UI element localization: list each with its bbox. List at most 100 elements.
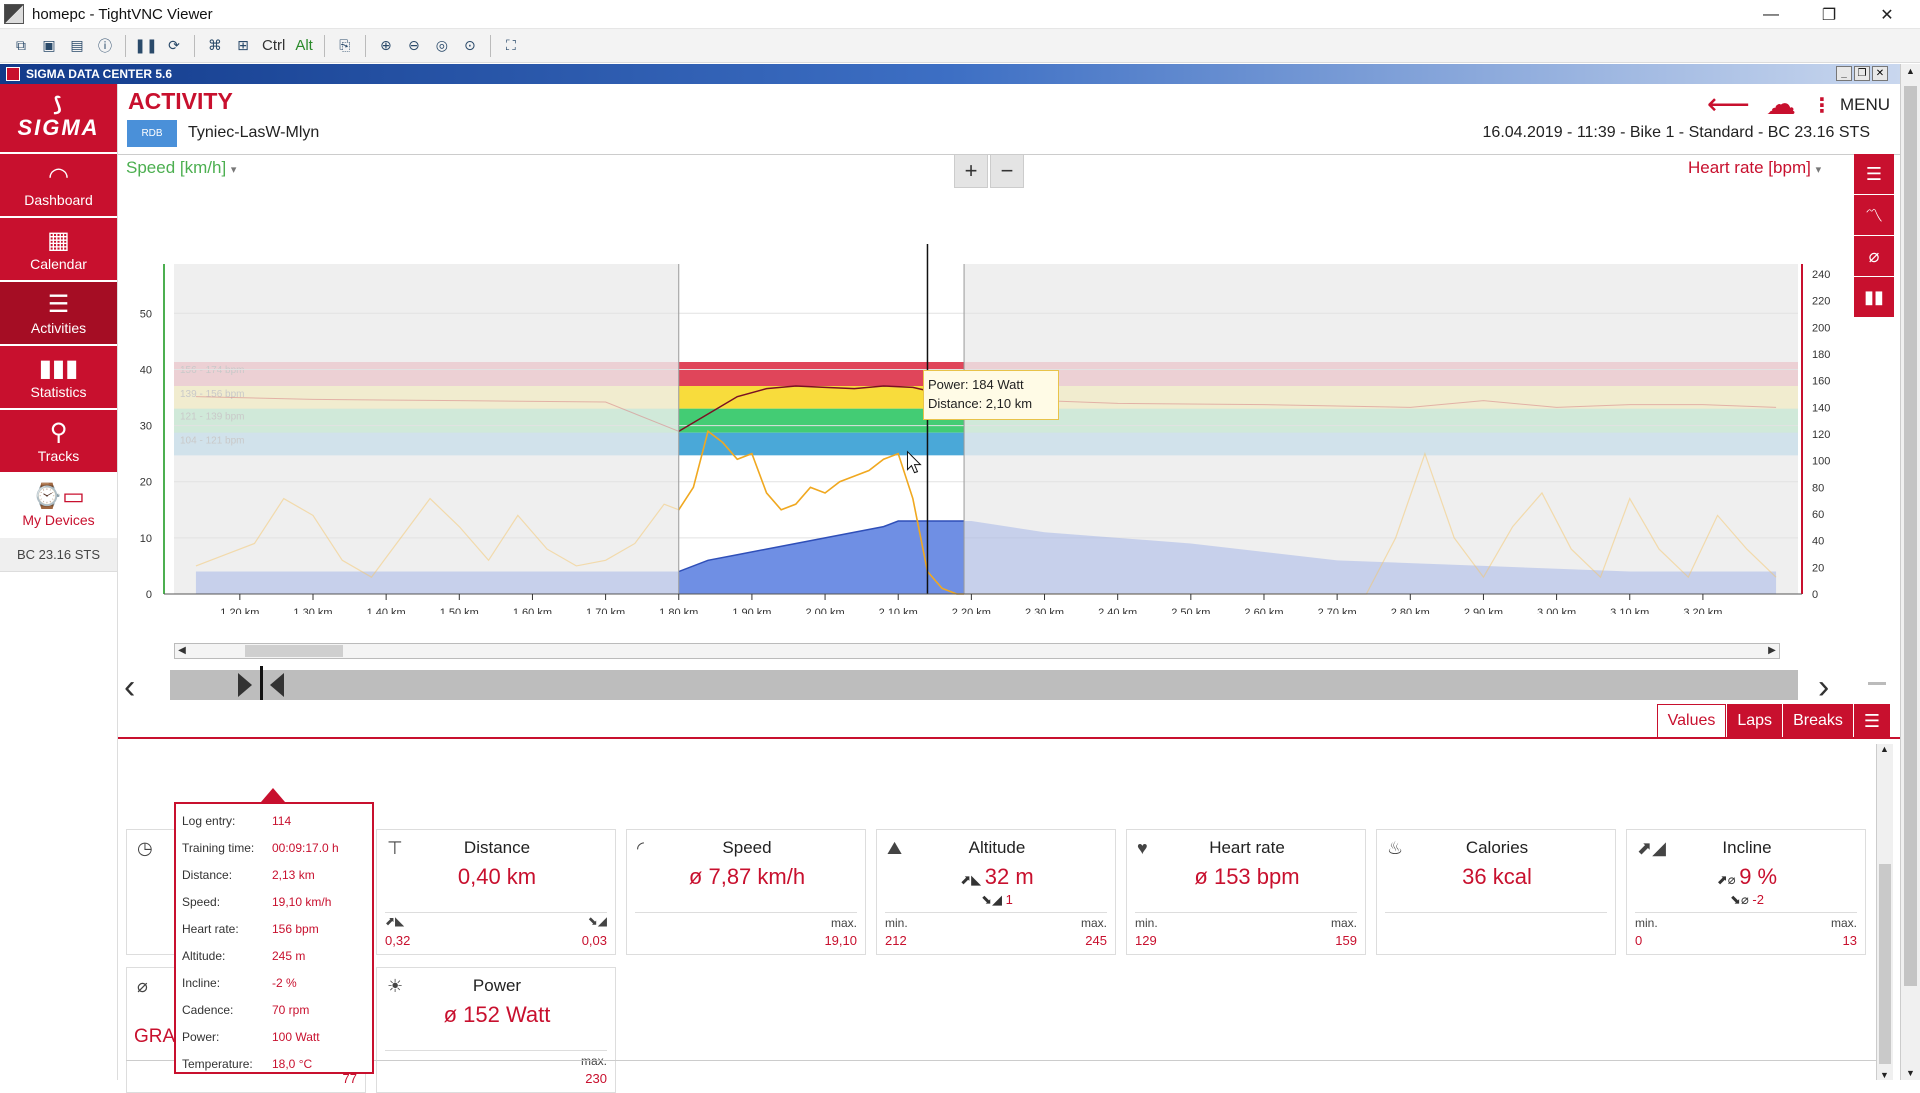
list-view-icon[interactable]: ☰	[1854, 154, 1894, 194]
y-right-tick-label: 140	[1812, 402, 1830, 414]
card-speed: ◜ Speed ø 7,87 km/h max. 19,10	[626, 829, 866, 955]
log-entry-value: 19,10 km/h	[272, 895, 332, 909]
sidebar-item-activities[interactable]: ☰ Activities	[0, 282, 117, 346]
log-entry-key: Speed:	[182, 895, 221, 909]
log-entry-popup: Log entry: 114 Training time: 00:09:17.0 h D…	[174, 802, 374, 1074]
y-right-tick-label: 160	[1812, 376, 1830, 388]
scroll-thumb[interactable]	[245, 645, 343, 657]
minimize-button[interactable]: —	[1763, 5, 1779, 23]
sidebar-item-tracks[interactable]: ⚲ Tracks	[0, 410, 117, 474]
scroll-down-icon[interactable]: ▼	[1906, 1068, 1915, 1078]
left-axis-label: Speed [km/h]	[126, 158, 227, 177]
chart-tools: ☰ 〽 ⌀ ▮▮	[1854, 154, 1894, 318]
y-right-tick-label: 220	[1812, 296, 1830, 308]
fullscreen-icon[interactable]: ⛶	[505, 37, 516, 53]
tab-breaks[interactable]: Breaks	[1782, 704, 1853, 738]
menu-button[interactable]: ⋮ MENU	[1812, 93, 1890, 118]
log-entry-row: Heart rate: 156 bpm	[182, 916, 366, 943]
log-entry-row: Altitude: 245 m	[182, 943, 366, 970]
hr-zone-band-selected	[678, 362, 965, 386]
zoom-100-icon[interactable]: ◎	[435, 37, 448, 53]
main-content: ACTIVITY ⟵ ☁ ⋮ MENU RDB Tyniec-LasW-Mlyn…	[118, 84, 1900, 1093]
x-tick-label: 2,20 km	[952, 607, 991, 614]
x-tick-label: 2,60 km	[1244, 607, 1283, 614]
app-minimize-button[interactable]: _	[1836, 66, 1852, 81]
left-axis-selector[interactable]: Speed [km/h] ▾	[126, 158, 236, 178]
x-tick-label: 1,20 km	[220, 607, 259, 614]
scroll-thumb[interactable]	[1904, 86, 1917, 986]
x-tick-label: 2,70 km	[1318, 607, 1357, 614]
sidebar-item-statistics[interactable]: ▮▮▮ Statistics	[0, 346, 117, 410]
average-icon: ⌀	[137, 976, 148, 996]
sidebar-item-my-devices[interactable]: ⌚▭ My Devices	[0, 474, 117, 538]
x-tick-label: 2,50 km	[1171, 607, 1210, 614]
save-icon[interactable]: ▣	[42, 37, 56, 53]
ctrl-alt-del-icon[interactable]: ⌘	[208, 37, 222, 53]
back-arrow-icon[interactable]: ⟵	[1706, 88, 1750, 121]
log-popup-pointer	[261, 788, 285, 802]
app-restore-button[interactable]: ❐	[1854, 66, 1870, 81]
app-titlebar: SIGMA DATA CENTER 5.6 _ ❐ ✕	[0, 64, 1900, 84]
cloud-sync-icon[interactable]: ☁	[1765, 88, 1796, 121]
next-arrow-icon[interactable]: ›	[1818, 668, 1830, 706]
values-vertical-scrollbar[interactable]: ▲ ▼	[1876, 744, 1893, 1080]
zoom-in-button[interactable]: +	[954, 154, 988, 188]
activity-chart[interactable]: 156 - 174 bpm 139 - 156 bpm 121 - 139 bpm 1…	[118, 184, 1858, 614]
previous-arrow-icon[interactable]: ‹	[124, 668, 136, 706]
bar-chart-icon[interactable]: ▮▮	[1854, 277, 1894, 317]
collapse-handle[interactable]	[1868, 682, 1886, 685]
clipboard-icon[interactable]: ⎘	[339, 37, 351, 53]
sidebar-item-calendar[interactable]: ▦ Calendar	[0, 218, 117, 282]
scroll-down-icon[interactable]: ▼	[1880, 1070, 1889, 1080]
zoom-in-icon[interactable]: ⊕	[379, 37, 392, 53]
tab-values[interactable]: Values	[1656, 704, 1727, 738]
range-start-handle[interactable]	[238, 673, 252, 697]
card-distance: ⊤ Distance 0,40 km ⬈◣ ⬊◢ 0,32 0,03	[376, 829, 616, 955]
scroll-left-icon[interactable]: ◀	[178, 645, 186, 656]
scroll-up-icon[interactable]: ▲	[1906, 66, 1915, 76]
x-tick-label: 2,10 km	[879, 607, 918, 614]
options-icon[interactable]: ▤	[70, 37, 84, 53]
distance-icon: ⊤	[387, 838, 403, 858]
device-label[interactable]: BC 23.16 STS	[0, 538, 117, 572]
log-entry-row: Distance: 2,13 km	[182, 862, 366, 889]
alt-key-button[interactable]: Alt	[295, 37, 313, 54]
new-connection-icon[interactable]: ⧉	[16, 37, 26, 53]
tightvnc-app-icon	[4, 4, 24, 24]
range-cursor[interactable]	[260, 666, 263, 700]
sigma-logo: ⟆ SIGMA	[0, 84, 117, 154]
sidebar-item-label: Calendar	[30, 256, 87, 272]
altitude-line	[678, 520, 965, 573]
x-tick-label: 1,70 km	[586, 607, 625, 614]
restore-button[interactable]: ❐	[1821, 6, 1837, 24]
zoom-out-button[interactable]: −	[990, 154, 1024, 188]
refresh-icon[interactable]: ⟳	[168, 37, 180, 53]
scroll-thumb[interactable]	[1879, 864, 1891, 1064]
sidebar-item-dashboard[interactable]: ◠ Dashboard	[0, 154, 117, 218]
scroll-up-icon[interactable]: ▲	[1880, 744, 1889, 754]
line-chart-icon[interactable]: 〽	[1854, 195, 1894, 235]
pause-icon[interactable]: ❚❚	[134, 37, 158, 53]
chart-horizontal-scrollbar[interactable]: ◀ ▶	[174, 643, 1780, 659]
tab-laps[interactable]: Laps	[1726, 704, 1783, 738]
calendar-icon: ▦	[47, 227, 70, 254]
close-button[interactable]: ✕	[1880, 6, 1894, 24]
window-vertical-scrollbar[interactable]: ▲ ▼	[1900, 64, 1920, 1080]
app-close-button[interactable]: ✕	[1872, 66, 1888, 81]
sidebar-item-label: Statistics	[30, 384, 87, 400]
ctrl-key-button[interactable]: Ctrl	[262, 37, 286, 54]
average-icon[interactable]: ⌀	[1854, 236, 1894, 276]
list-view-icon[interactable]: ☰	[1852, 704, 1890, 738]
zoom-fit-icon[interactable]: ⊙	[463, 37, 476, 53]
card-calories: ♨ Calories 36 kcal	[1376, 829, 1616, 955]
log-entry-row: Log entry: 114	[182, 808, 366, 835]
zoom-out-icon[interactable]: ⊖	[407, 37, 420, 53]
info-icon[interactable]: ⓘ	[98, 37, 112, 54]
scroll-right-icon[interactable]: ▶	[1768, 645, 1776, 656]
range-end-handle[interactable]	[270, 673, 284, 697]
log-entry-key: Incline:	[182, 976, 221, 990]
x-tick-label: 3,00 km	[1537, 607, 1576, 614]
range-selector[interactable]	[170, 666, 1798, 700]
right-axis-selector[interactable]: Heart rate [bpm] ▾	[1688, 158, 1821, 178]
win-key-icon[interactable]: ⊞	[237, 37, 249, 53]
